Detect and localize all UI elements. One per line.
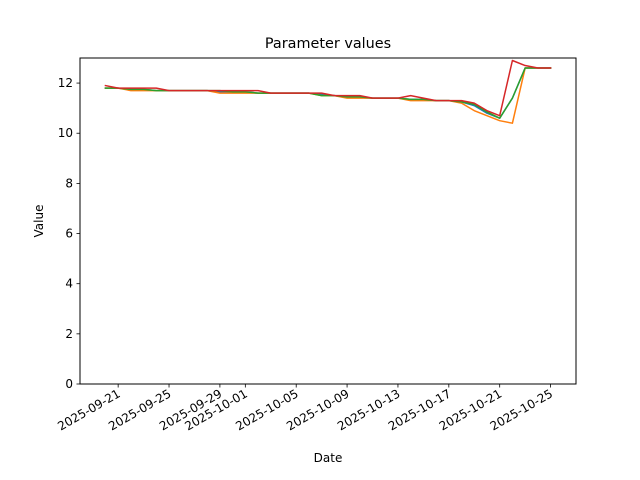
y-tick-label: 10 — [58, 126, 73, 140]
y-tick-label: 0 — [65, 377, 73, 391]
x-axis-label: Date — [314, 451, 343, 465]
plot-area — [80, 58, 576, 384]
y-tick-label: 6 — [65, 227, 73, 241]
plot-frame — [79, 57, 577, 385]
series-layer — [104, 59, 552, 124]
y-axis-label: Value — [32, 205, 46, 238]
y-tick-label: 8 — [65, 176, 73, 190]
chart-title: Parameter values — [265, 36, 391, 52]
y-axis: 0 2 4 6 8 10 12 — [58, 76, 80, 391]
series-line-4 — [104, 59, 552, 117]
y-tick-label: 4 — [65, 277, 73, 291]
y-tick-label: 2 — [65, 327, 73, 341]
y-tick-label: 12 — [58, 76, 73, 90]
